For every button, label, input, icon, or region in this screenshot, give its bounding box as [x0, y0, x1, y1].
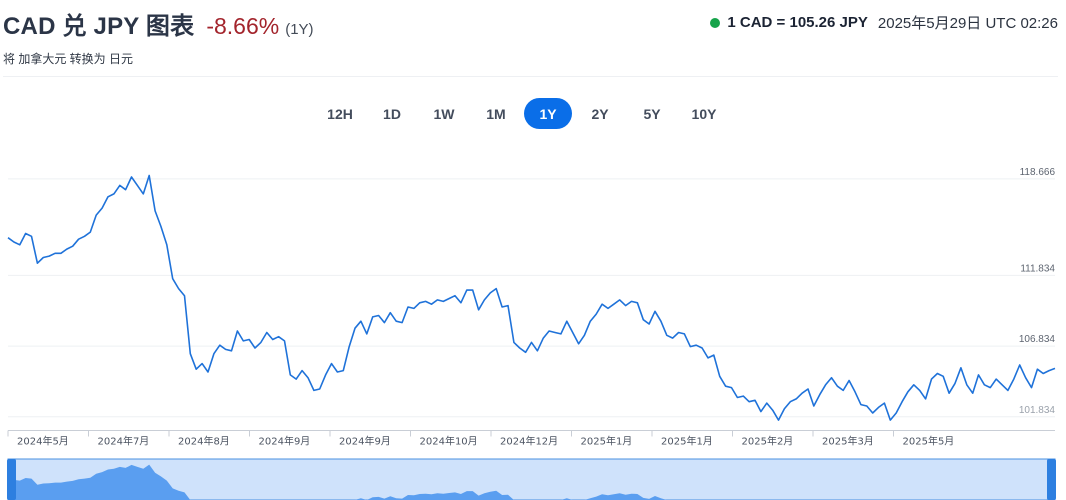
- rate-timestamp: 2025年5月29日 UTC 02:26: [877, 15, 1058, 32]
- y-tick-label: 101.834: [1019, 405, 1056, 416]
- y-tick-label: 111.834: [1020, 263, 1055, 274]
- y-tick-label: 106.834: [1019, 334, 1056, 345]
- range-navigator[interactable]: [7, 458, 1056, 500]
- x-tick-label: 2024年10月: [420, 435, 478, 448]
- live-rate: 1 CAD = 105.26 JPY 2025年5月29日 UTC 02:26: [710, 12, 1058, 33]
- y-tick-label: 118.666: [1020, 167, 1056, 178]
- range-tabs: 12H 1D 1W 1M 1Y 2Y 5Y 10Y: [316, 98, 728, 129]
- x-tick-label: 2024年9月: [339, 435, 391, 448]
- tab-1y[interactable]: 1Y: [524, 98, 572, 129]
- navigator-handle-left[interactable]: [7, 459, 16, 500]
- x-tick-label: 2024年12月: [500, 435, 558, 448]
- x-tick-label: 2025年2月: [742, 435, 794, 448]
- title-row: CAD 兑 JPY 图表 -8.66% (1Y): [3, 6, 314, 41]
- navigator-handle-right[interactable]: [1047, 459, 1056, 500]
- price-chart[interactable]: 118.666 111.834 106.834 101.834 2024年5月 2024…: [0, 150, 1066, 500]
- page-title: CAD 兑 JPY 图表: [3, 13, 195, 40]
- x-tick-label: 2024年9月: [259, 435, 311, 448]
- header-divider: [3, 76, 1058, 77]
- x-tick-label: 2025年1月: [581, 435, 633, 448]
- tab-1w[interactable]: 1W: [433, 105, 455, 122]
- page-subtitle: 将 加拿大元 转换为 日元: [3, 52, 134, 66]
- period-label: (1Y): [285, 21, 314, 38]
- x-tick-label: 2024年5月: [17, 435, 69, 448]
- navigator-area: [8, 464, 1055, 500]
- x-tick-label: 2025年1月: [661, 435, 713, 448]
- tab-5y[interactable]: 5Y: [643, 105, 661, 122]
- series-line: [7, 174, 1056, 421]
- x-tick-label: 2025年5月: [903, 435, 955, 448]
- tab-2y[interactable]: 2Y: [591, 105, 609, 122]
- tab-10y[interactable]: 10Y: [691, 105, 717, 122]
- x-tick-label: 2024年7月: [98, 435, 150, 448]
- change-percent: -8.66%: [206, 13, 280, 39]
- tab-12h[interactable]: 12H: [327, 105, 353, 122]
- tab-1m[interactable]: 1M: [486, 105, 506, 122]
- x-tick-label: 2025年3月: [822, 435, 874, 448]
- x-tick-label: 2024年8月: [178, 435, 230, 448]
- rate-value: 1 CAD = 105.26 JPY: [727, 14, 868, 31]
- tab-1d[interactable]: 1D: [383, 105, 401, 122]
- live-status-icon: [710, 17, 721, 28]
